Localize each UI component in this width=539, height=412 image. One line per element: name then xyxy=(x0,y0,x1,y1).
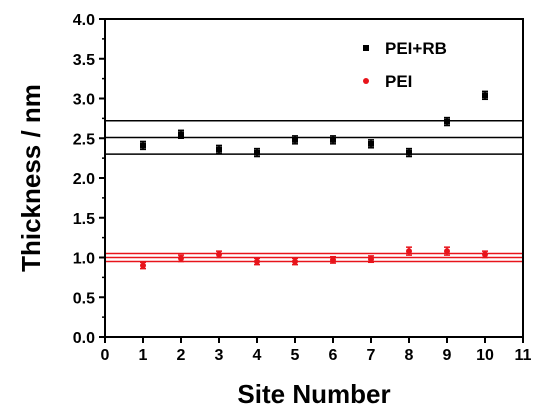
data-point xyxy=(292,136,298,143)
legend-label: PEI+RB xyxy=(385,39,447,58)
y-tick-label: 2.0 xyxy=(73,171,95,188)
reference-lines xyxy=(105,120,523,263)
y-tick-label: 0.5 xyxy=(73,290,95,307)
data-point xyxy=(406,248,412,255)
data-point xyxy=(140,262,146,269)
y-tick-label: 3.5 xyxy=(73,52,95,69)
plot-frame xyxy=(104,18,524,338)
x-tick-label: 4 xyxy=(253,347,262,364)
data-point xyxy=(444,118,450,125)
data-point xyxy=(444,248,450,255)
legend-marker xyxy=(363,45,369,51)
data-point xyxy=(330,256,336,263)
data-point xyxy=(178,255,184,262)
data-points xyxy=(140,90,488,270)
x-tick-label: 6 xyxy=(329,347,338,364)
x-tick-label: 2 xyxy=(177,347,186,364)
data-point xyxy=(216,251,222,258)
x-tick-label: 7 xyxy=(367,347,376,364)
x-tick-label: 9 xyxy=(443,347,452,364)
legend-marker xyxy=(363,78,369,84)
y-tick-label: 0.0 xyxy=(73,330,95,347)
data-point xyxy=(140,142,146,149)
data-point xyxy=(216,146,222,153)
y-tick-label: 2.5 xyxy=(73,131,95,148)
x-tick-label: 3 xyxy=(215,347,224,364)
y-tick-label: 1.5 xyxy=(73,211,95,228)
data-point xyxy=(330,136,336,143)
data-point xyxy=(482,251,488,258)
x-axis-title: Site Number xyxy=(237,379,390,409)
y-tick-label: 1.0 xyxy=(73,251,95,268)
data-point xyxy=(292,258,298,265)
y-tick-label: 3.0 xyxy=(73,92,95,109)
y-axis-ticks: 0.0 0.5 1.0 1.5 2.0 2.5 3.0 3.5 4.0 xyxy=(73,12,105,347)
data-point xyxy=(406,149,412,156)
x-tick-label: 8 xyxy=(405,347,414,364)
y-tick-label: 4.0 xyxy=(73,12,95,29)
data-point xyxy=(178,131,184,138)
x-tick-label: 1 xyxy=(139,347,148,364)
data-point xyxy=(254,258,260,265)
legend-label: PEI xyxy=(385,72,412,91)
data-point xyxy=(368,140,374,147)
y-axis-title: Thickness / nm xyxy=(16,84,46,272)
x-tick-label: 10 xyxy=(476,347,494,364)
x-tick-label: 11 xyxy=(515,347,532,364)
x-tick-label: 0 xyxy=(101,347,110,364)
data-point xyxy=(482,92,488,99)
legend: PEI+RB PEI xyxy=(363,39,447,91)
x-axis-ticks: 0 1 2 3 4 5 6 7 8 9 10 11 xyxy=(101,337,532,364)
data-point xyxy=(368,256,374,263)
data-point xyxy=(254,149,260,156)
x-tick-label: 5 xyxy=(291,347,300,364)
